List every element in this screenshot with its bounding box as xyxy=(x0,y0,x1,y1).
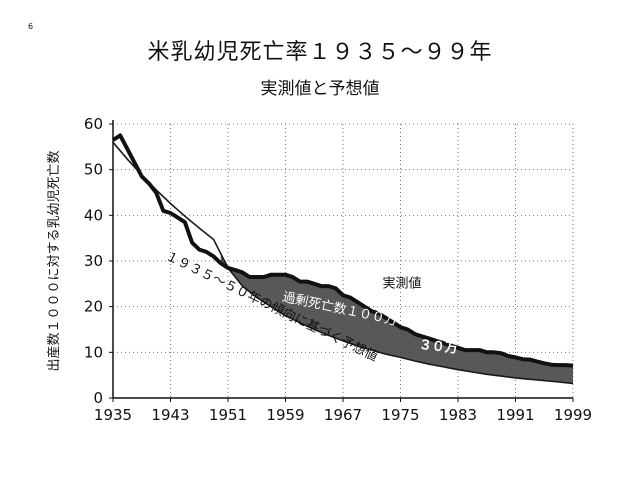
excess-deaths-secondary-label: ３０万 xyxy=(418,338,458,357)
x-tick-label: 1999 xyxy=(554,406,592,424)
x-tick-label: 1935 xyxy=(94,406,132,424)
page-number: 6 xyxy=(28,22,34,31)
y-tick-label: 20 xyxy=(84,298,103,316)
chart-title: 米乳幼児死亡率１９３５～９９年 xyxy=(147,40,493,65)
actual-line xyxy=(111,133,574,368)
y-axis-label: 出産数１０００に対する乳幼児死亡数 xyxy=(46,150,62,371)
x-tick-label: 1967 xyxy=(324,406,362,424)
y-tick-label: 10 xyxy=(84,343,103,361)
x-tick-label: 1991 xyxy=(496,406,534,424)
y-tick-label: 50 xyxy=(84,161,103,179)
x-tick-label: 1951 xyxy=(209,406,247,424)
x-tick-label: 1959 xyxy=(266,406,304,424)
y-tick-label: 60 xyxy=(84,115,103,133)
y-tick-label: 40 xyxy=(84,206,103,224)
chart-subtitle: 実測値と予想値 xyxy=(260,79,380,99)
y-tick-label: 0 xyxy=(93,389,103,407)
excess-deaths-area xyxy=(220,253,574,384)
x-tick-label: 1983 xyxy=(439,406,477,424)
y-tick-label: 30 xyxy=(84,252,103,270)
predicted-line xyxy=(112,141,574,385)
x-tick-label: 1943 xyxy=(151,406,189,424)
x-tick-label: 1975 xyxy=(381,406,419,424)
actual-label: 実測値 xyxy=(383,275,422,291)
